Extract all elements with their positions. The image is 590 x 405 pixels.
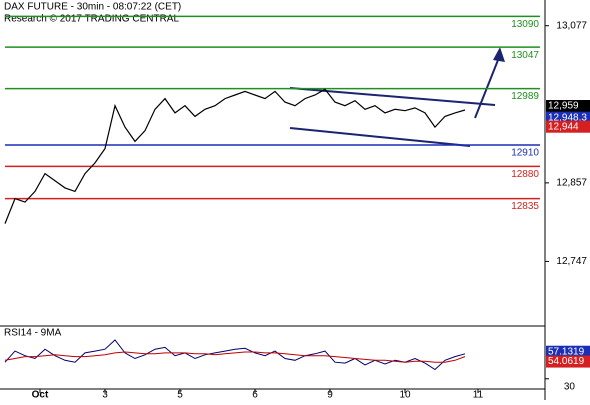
rsi-title: RSI14 - 9MA (4, 328, 62, 339)
forecast-arrow (474, 54, 501, 119)
price-tag-label: 12,948.3 (548, 112, 587, 123)
x-tick-label: 10 (399, 390, 411, 400)
level-label: 12910 (511, 148, 539, 159)
price-tag (546, 120, 590, 133)
rsi-tag-label: 54.0619 (548, 356, 585, 367)
rsi-tag (546, 355, 590, 368)
rsi-line (4, 339, 466, 371)
arrow-head (493, 47, 505, 62)
level-label: 12880 (511, 169, 539, 180)
level-label: 12989 (511, 91, 539, 102)
channel-upper (289, 87, 496, 106)
y-tick-label: 12,747 (556, 256, 587, 267)
level-label-bg (506, 90, 540, 102)
rsi-tag (546, 345, 590, 358)
chart-subtitle: Research © 2017 TRADING CENTRAL (4, 14, 179, 25)
level-label: 13047 (511, 50, 539, 61)
channel-lower (289, 127, 471, 147)
price-tag-label: 12,944 (548, 121, 579, 132)
price-tag (546, 111, 590, 124)
rsi-line (4, 351, 466, 363)
level-label: 12835 (511, 201, 539, 212)
level-label-bg (506, 200, 540, 212)
y-tick-label: 12,857 (556, 177, 587, 188)
price-tag-label: 12,959 (548, 101, 579, 112)
x-tick-label: 3 (102, 390, 108, 400)
chart-title: DAX FUTURE - 30min - 08:07:22 (CET) (4, 2, 181, 13)
y-tick-label: 13,077 (556, 20, 587, 31)
x-tick-label: Oct (32, 390, 49, 400)
level-label: 13090 (511, 19, 539, 30)
level-label-bg (506, 49, 540, 61)
x-tick-label: 11 (473, 390, 484, 400)
x-tick-label: 9 (327, 390, 333, 400)
level-label-bg (506, 147, 540, 158)
rsi-y-tick-label: 30 (564, 381, 576, 392)
x-tick-label: 5 (177, 390, 183, 400)
level-label-bg (506, 168, 540, 180)
price-tag (546, 100, 590, 112)
x-tick-label: 6 (252, 390, 258, 400)
level-label-bg (506, 18, 540, 30)
price-line (4, 88, 466, 224)
rsi-tag-label: 57.1319 (548, 346, 585, 357)
